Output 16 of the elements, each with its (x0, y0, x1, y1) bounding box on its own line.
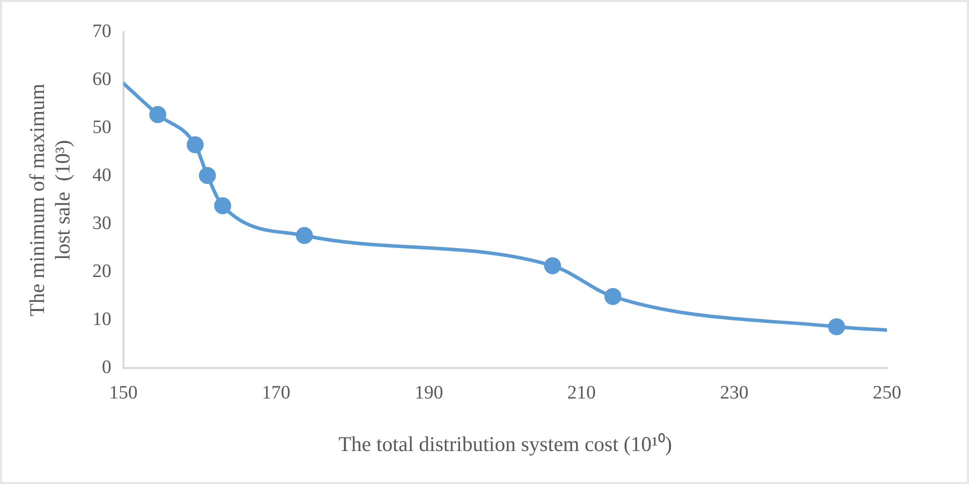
y-tick-label: 10 (92, 308, 112, 330)
y-tick-label: 20 (92, 260, 112, 282)
y-tick-label: 0 (102, 356, 112, 378)
y-tick-label: 40 (92, 164, 112, 186)
y-tick-label: 30 (92, 212, 112, 234)
x-tick-label: 210 (567, 382, 596, 404)
x-tick-label: 230 (720, 382, 749, 404)
y-axis-title: The minimum of maximum lost sale (10³) (25, 84, 74, 316)
y-tick-label: 70 (92, 20, 112, 42)
y-tick-label: 60 (92, 68, 112, 90)
x-tick-label: 250 (872, 382, 902, 404)
x-tick-label: 170 (262, 382, 290, 404)
x-tick-label: 190 (414, 382, 444, 404)
x-axis-title: The total distribution system cost (10¹⁰) (338, 432, 672, 456)
y-tick-label: 50 (92, 116, 112, 138)
x-tick-label: 150 (109, 382, 138, 404)
